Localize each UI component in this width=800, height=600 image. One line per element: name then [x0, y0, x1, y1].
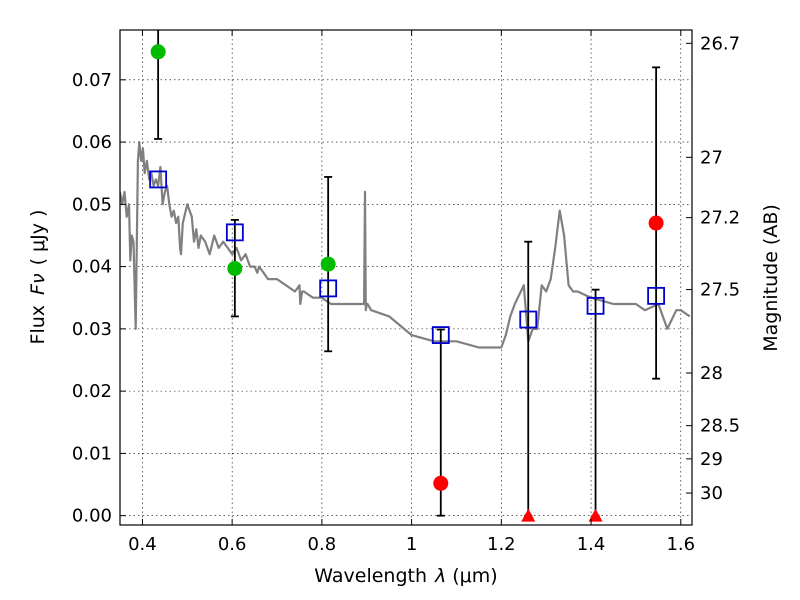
model-spectrum-line [120, 141, 691, 349]
model-flux-square [431, 326, 450, 344]
y-axis-label: FluxFν( μJy ) [27, 210, 49, 345]
model-flux-square [149, 170, 168, 189]
x-tick-label: 0.4 [128, 534, 157, 555]
model-flux-markers [149, 170, 666, 344]
nondetection-point [648, 215, 664, 231]
mag-tick-label: 27.5 [700, 280, 740, 301]
y-tick-label: 0.03 [72, 319, 112, 340]
y-tick-label: 0.05 [72, 194, 112, 215]
mag-tick-label: 27 [700, 147, 723, 168]
x-tick-label: 0.6 [218, 534, 247, 555]
detection-point [320, 256, 336, 272]
y-tick-label: 0.06 [72, 132, 112, 153]
y2-axis-label: Magnitude (AB) [760, 204, 782, 352]
x-tick-label: 1.4 [577, 534, 606, 555]
y-tick-label: 0.00 [72, 506, 112, 527]
detection-point [227, 260, 243, 276]
x-tick-label: 1 [406, 534, 417, 555]
nondetection-point [433, 475, 449, 491]
plot-frame [119, 29, 693, 526]
model-flux-square [519, 310, 538, 329]
model-flux-square [647, 286, 666, 305]
axis-ticks: 0.4 0.6 0.8 1 1.2 1.4 1.6 0.00 0.01 0.02 0.03 0.04 0… [72, 30, 740, 555]
mag-tick-label: 26.7 [700, 33, 740, 54]
x-tick-label: 1.2 [487, 534, 516, 555]
upper-limit-triangle [521, 508, 536, 522]
y-tick-label: 0.04 [72, 257, 112, 278]
detection-point [150, 44, 166, 60]
y-tick-label: 0.01 [72, 443, 112, 464]
mag-tick-label: 27.2 [700, 208, 740, 229]
model-flux-square [319, 279, 338, 298]
plot-area [120, 30, 691, 522]
model-flux-square [586, 296, 605, 315]
x-axis-label: Wavelength λ (μm) [314, 565, 497, 587]
mag-tick-label: 28 [700, 363, 723, 384]
observed-markers [150, 44, 664, 522]
mag-tick-label: 30 [700, 483, 723, 504]
gridlines [120, 30, 692, 525]
mag-tick-label: 28.5 [700, 416, 740, 437]
upper-limit-triangle [588, 508, 603, 522]
y-tick-label: 0.02 [72, 381, 112, 402]
mag-tick-label: 29 [700, 449, 723, 470]
y-tick-label: 0.07 [72, 70, 112, 91]
x-tick-label: 1.6 [666, 534, 695, 555]
model-flux-square [225, 223, 244, 242]
x-tick-label: 0.8 [308, 534, 337, 555]
